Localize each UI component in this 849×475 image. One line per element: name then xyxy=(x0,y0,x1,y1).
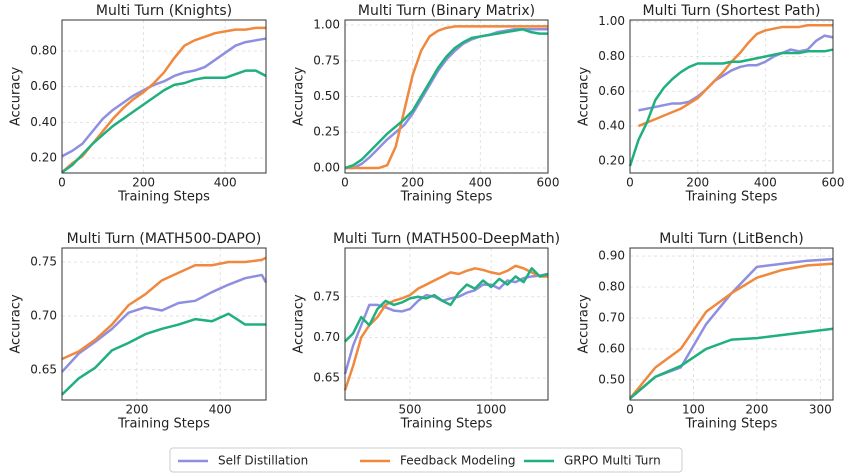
y-axis-label: Accuracy xyxy=(577,294,592,354)
x-axis-label: Training Steps xyxy=(685,417,778,432)
y-tick-label: 0.50 xyxy=(313,89,340,103)
legend-label: Feedback Modeling xyxy=(400,454,516,468)
x-tick-label: 0 xyxy=(626,403,634,417)
y-tick-label: 0.65 xyxy=(313,371,340,385)
y-axis-label: Accuracy xyxy=(292,294,307,354)
series-line xyxy=(61,273,268,373)
x-tick-label: 300 xyxy=(809,403,832,417)
series-line xyxy=(629,262,834,400)
series-line xyxy=(343,264,548,391)
x-axis-label: Training Steps xyxy=(400,190,493,205)
series-line xyxy=(629,327,834,400)
x-tick-label: 600 xyxy=(537,176,560,190)
y-tick-label: 0.25 xyxy=(313,125,340,139)
chart-title: Multi Turn (MATH500-DAPO) xyxy=(67,231,262,247)
y-tick-label: 0.60 xyxy=(598,84,625,98)
legend-label: Self Distillation xyxy=(218,454,308,468)
x-tick-label: 0 xyxy=(58,176,66,190)
x-tick-label: 400 xyxy=(469,176,492,190)
x-axis-label: Training Steps xyxy=(117,417,210,432)
x-tick-label: 400 xyxy=(209,403,232,417)
y-tick-label: 0.50 xyxy=(598,372,625,386)
x-tick-label: 100 xyxy=(682,403,705,417)
y-tick-label: 0.20 xyxy=(598,153,625,167)
x-axis-label: Training Steps xyxy=(685,190,778,205)
y-tick-label: 0.20 xyxy=(30,151,57,165)
plot-frame xyxy=(629,19,834,174)
legend-box xyxy=(169,447,683,473)
y-tick-label: 0.00 xyxy=(313,160,340,174)
plot-frame xyxy=(344,19,549,174)
x-tick-label: 200 xyxy=(132,176,155,190)
y-axis-label: Accuracy xyxy=(9,294,24,354)
x-tick-label: 1000 xyxy=(476,403,507,417)
y-axis-label: Accuracy xyxy=(292,67,307,127)
series-line xyxy=(61,26,266,174)
legend-label: GRPO Multi Turn xyxy=(564,454,661,468)
series-line xyxy=(637,23,833,128)
plot-frame xyxy=(61,19,267,174)
series-line xyxy=(61,312,266,396)
x-tick-label: 200 xyxy=(401,176,424,190)
x-axis-label: Training Steps xyxy=(400,417,493,432)
series-line xyxy=(343,272,549,375)
y-tick-label: 0.40 xyxy=(598,119,625,133)
y-tick-label: 0.90 xyxy=(598,249,625,263)
x-axis-label: Training Steps xyxy=(117,190,210,205)
chart-title: Multi Turn (Shortest Path) xyxy=(643,3,821,19)
x-tick-label: 0 xyxy=(341,176,349,190)
y-tick-label: 0.75 xyxy=(313,53,340,67)
plot-frame xyxy=(629,247,834,401)
y-tick-label: 0.70 xyxy=(598,310,625,324)
y-tick-label: 0.80 xyxy=(30,44,57,58)
y-tick-label: 0.80 xyxy=(598,280,625,294)
y-tick-label: 0.75 xyxy=(313,289,340,303)
chart-title: Multi Turn (Knights) xyxy=(96,3,232,19)
x-tick-label: 500 xyxy=(399,403,422,417)
chart-title: Multi Turn (Binary Matrix) xyxy=(358,3,535,19)
chart-title: Multi Turn (MATH500-DeepMath) xyxy=(333,231,560,247)
series-line xyxy=(61,37,267,158)
y-tick-label: 0.60 xyxy=(30,79,57,93)
y-tick-label: 0.60 xyxy=(598,341,625,355)
y-axis-label: Accuracy xyxy=(9,67,24,127)
series-line xyxy=(344,267,549,343)
y-tick-label: 0.70 xyxy=(30,308,57,322)
series-line xyxy=(628,48,834,167)
x-tick-label: 600 xyxy=(822,176,845,190)
series-line xyxy=(61,256,267,361)
x-tick-label: 400 xyxy=(214,176,237,190)
y-tick-label: 1.00 xyxy=(313,18,340,32)
chart-title: Multi Turn (LitBench) xyxy=(659,231,804,247)
y-tick-label: 0.75 xyxy=(30,255,57,269)
series-line xyxy=(344,28,548,170)
series-line xyxy=(638,34,834,112)
series-line xyxy=(629,257,834,400)
y-tick-label: 0.80 xyxy=(598,49,625,63)
series-line xyxy=(61,69,267,174)
x-tick-label: 400 xyxy=(754,176,777,190)
series-line xyxy=(345,28,548,170)
x-tick-label: 200 xyxy=(745,403,768,417)
y-tick-label: 0.40 xyxy=(30,115,57,129)
plot-frame xyxy=(344,247,549,401)
y-axis-label: Accuracy xyxy=(577,67,592,127)
x-tick-label: 200 xyxy=(686,176,709,190)
y-tick-label: 1.00 xyxy=(598,14,625,28)
x-tick-label: 200 xyxy=(125,403,148,417)
series-line xyxy=(345,25,548,170)
y-tick-label: 0.70 xyxy=(313,330,340,344)
y-tick-label: 0.65 xyxy=(30,362,57,376)
x-tick-label: 0 xyxy=(626,176,634,190)
plot-frame xyxy=(61,247,267,401)
